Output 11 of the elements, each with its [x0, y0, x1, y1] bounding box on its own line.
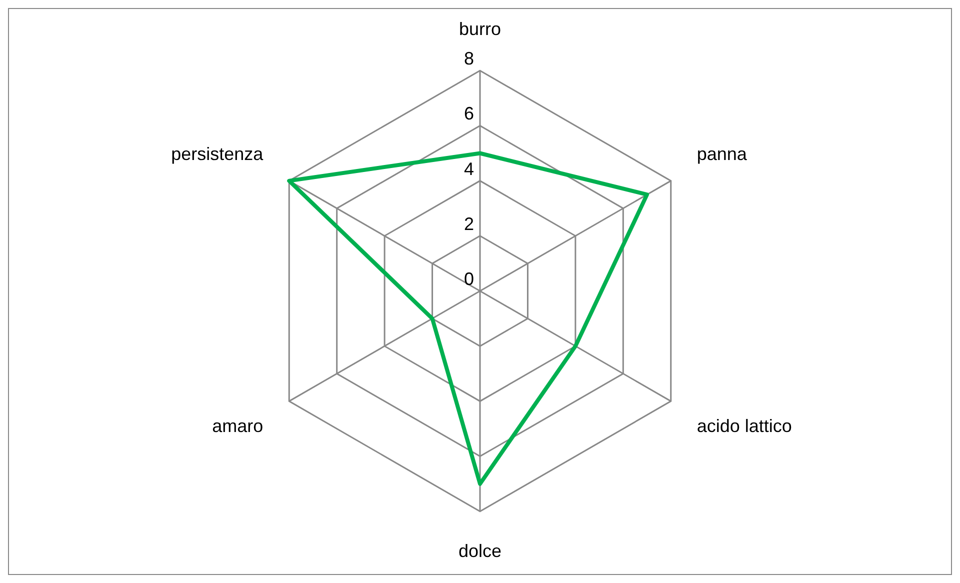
y-tick-label: 6	[464, 104, 474, 124]
spoke-label: dolce	[458, 541, 502, 562]
spoke-label: burro	[458, 18, 502, 39]
spoke-label: acido lattico	[696, 416, 792, 436]
y-tick-label: 8	[464, 48, 474, 69]
y-tick-label: 4	[464, 158, 474, 179]
y-tick-label: 0	[464, 268, 474, 289]
spoke-label: amaro	[212, 416, 264, 436]
spoke-label: persistenza	[171, 144, 264, 164]
y-tick-label: 2	[464, 214, 474, 234]
spoke-label: panna	[696, 144, 748, 164]
